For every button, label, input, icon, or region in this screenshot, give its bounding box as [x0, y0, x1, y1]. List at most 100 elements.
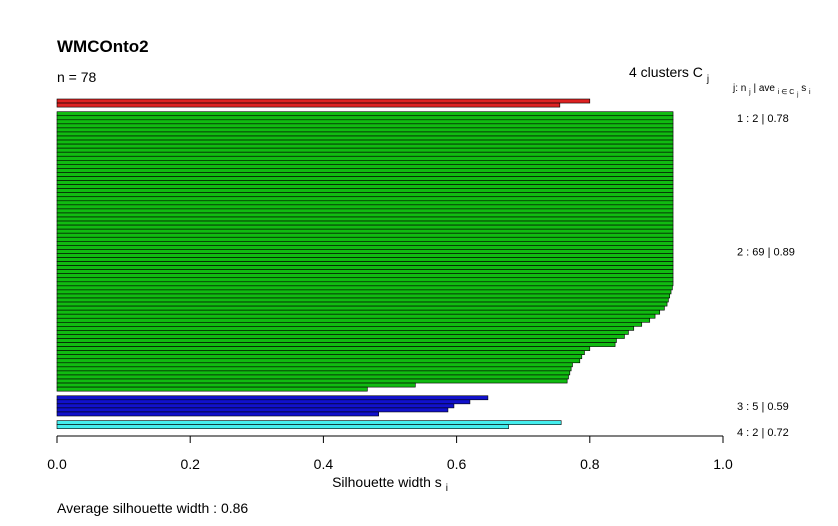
chart-title: WMCOnto2	[57, 37, 149, 56]
silhouette-bar	[56, 164, 674, 169]
silhouette-bar	[56, 297, 669, 303]
silhouette-bar	[56, 160, 674, 165]
silhouette-bar	[56, 127, 674, 133]
header-sub-si: i	[809, 89, 811, 96]
silhouette-bar	[56, 216, 674, 222]
x-axis-ticks: 0.0 0.2 0.4 0.6 0.8 1.0	[47, 436, 733, 472]
silhouette-bar	[56, 200, 674, 206]
silhouette-bar	[56, 204, 674, 210]
silhouette-bar	[56, 411, 379, 417]
silhouette-bar	[56, 236, 674, 242]
silhouette-bar	[56, 407, 449, 413]
silhouette-bar	[56, 313, 656, 319]
silhouette-bar	[56, 330, 629, 335]
clusters-label-sub: j	[706, 74, 709, 85]
silhouette-bar	[56, 151, 674, 157]
silhouette-bar	[56, 184, 674, 189]
silhouette-bar	[56, 358, 581, 364]
header-sub-cj: j	[796, 92, 798, 98]
silhouette-bar	[56, 245, 674, 250]
cluster-label: 3 : 5 | 0.59	[737, 401, 789, 413]
silhouette-bar	[56, 176, 674, 181]
silhouette-bar	[56, 366, 572, 372]
silhouette-bar	[56, 317, 651, 323]
silhouette-bar	[56, 326, 635, 331]
silhouette-bar	[56, 281, 674, 287]
silhouette-bar	[56, 321, 643, 327]
header-sub-i-in-c: i ∈ C	[778, 89, 795, 96]
clusters-label: 4 clusters C j	[629, 64, 709, 85]
silhouette-bar	[56, 289, 672, 295]
x-tick-label: 0.2	[180, 456, 200, 472]
silhouette-bar	[56, 208, 674, 214]
average-silhouette-label: Average silhouette width : 0.86	[57, 500, 248, 516]
silhouette-bar	[56, 123, 674, 129]
silhouette-bar	[56, 232, 674, 238]
silhouette-bar	[56, 350, 585, 355]
header-sub-j: j	[748, 89, 751, 96]
silhouette-bar	[56, 139, 674, 145]
x-tick-label: 0.0	[47, 456, 67, 472]
silhouette-bar	[56, 362, 573, 368]
silhouette-bar	[56, 334, 625, 339]
silhouette-bar	[56, 395, 489, 401]
silhouette-bar	[56, 119, 674, 125]
silhouette-bar	[56, 131, 674, 137]
cluster-label: 2 : 69 | 0.89	[737, 246, 795, 258]
silhouette-bar	[56, 269, 674, 274]
silhouette-bars	[56, 98, 674, 429]
x-tick-label: 0.8	[580, 456, 600, 472]
silhouette-bar	[56, 143, 674, 149]
silhouette-bar	[56, 147, 674, 153]
cluster-labels: 1 : 2 | 0.78 2 : 69 | 0.89 3 : 5 | 0.59 4 :…	[737, 113, 795, 439]
cluster-label: 4 : 2 | 0.72	[737, 427, 789, 439]
silhouette-bar	[56, 253, 674, 258]
silhouette-bar	[56, 111, 674, 117]
silhouette-bar	[56, 224, 674, 230]
silhouette-bar	[56, 378, 568, 384]
silhouette-bar	[56, 293, 671, 299]
silhouette-bar	[56, 277, 674, 283]
silhouette-bar	[56, 102, 561, 108]
silhouette-bar	[56, 386, 368, 392]
silhouette-bar	[56, 241, 674, 246]
silhouette-bar	[56, 273, 674, 279]
silhouette-bar	[56, 135, 674, 141]
silhouette-bar	[56, 180, 674, 185]
x-tick-label: 0.4	[314, 456, 334, 472]
silhouette-bar	[56, 420, 562, 425]
silhouette-bar	[56, 249, 674, 254]
n-label: n = 78	[57, 69, 97, 85]
silhouette-bar	[56, 338, 617, 343]
silhouette-bar	[56, 261, 674, 266]
x-tick-label: 0.6	[447, 456, 467, 472]
header-part-ave: | ave	[753, 83, 775, 94]
silhouette-bar	[56, 212, 674, 218]
silhouette-bar	[56, 257, 674, 262]
header-part-s: s	[801, 83, 806, 94]
silhouette-bar	[56, 309, 661, 315]
silhouette-bar	[56, 155, 674, 161]
x-axis-label: Silhouette width s i	[332, 474, 448, 494]
silhouette-bar	[56, 374, 569, 380]
silhouette-bar	[56, 399, 471, 405]
silhouette-bar	[56, 172, 674, 177]
header-part-j: j: n	[732, 83, 746, 94]
clusters-label-main: 4 clusters C	[629, 64, 703, 80]
silhouette-bar	[56, 228, 674, 234]
silhouette-bar	[56, 354, 583, 360]
cluster-label: 1 : 2 | 0.78	[737, 113, 789, 125]
silhouette-bar	[56, 115, 674, 121]
silhouette-bar	[56, 192, 674, 198]
silhouette-bar	[56, 382, 416, 388]
silhouette-bar	[56, 168, 674, 173]
silhouette-bar	[56, 301, 668, 307]
silhouette-bar	[56, 188, 674, 193]
silhouette-bar	[56, 305, 665, 311]
silhouette-bar	[56, 285, 673, 291]
cluster-table-header: j: n j | ave i ∈ C j s i	[732, 83, 811, 99]
x-tick-label: 1.0	[713, 456, 733, 472]
silhouette-bar	[56, 265, 674, 270]
silhouette-bar	[56, 346, 591, 351]
